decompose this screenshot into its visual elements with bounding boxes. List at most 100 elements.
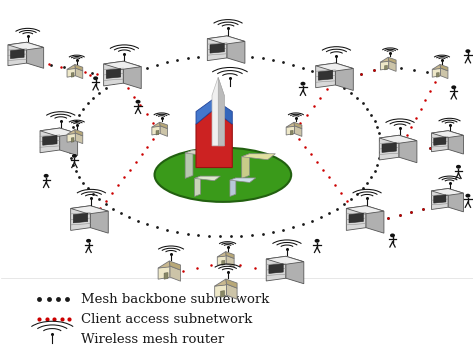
Polygon shape: [152, 122, 160, 127]
Polygon shape: [381, 57, 389, 62]
Polygon shape: [71, 138, 74, 142]
Polygon shape: [432, 64, 440, 70]
Polygon shape: [195, 176, 220, 181]
Polygon shape: [75, 68, 83, 79]
Polygon shape: [196, 99, 213, 124]
Polygon shape: [379, 135, 417, 143]
Polygon shape: [217, 256, 226, 265]
Text: Mesh backbone subnetwork: Mesh backbone subnetwork: [82, 293, 270, 306]
Polygon shape: [346, 206, 384, 214]
Polygon shape: [123, 61, 141, 89]
Polygon shape: [437, 72, 439, 77]
Polygon shape: [294, 122, 302, 128]
Polygon shape: [382, 143, 396, 153]
Polygon shape: [379, 135, 399, 160]
Polygon shape: [381, 61, 389, 70]
Polygon shape: [217, 252, 226, 257]
Polygon shape: [73, 213, 88, 223]
Polygon shape: [316, 63, 336, 88]
Polygon shape: [242, 154, 249, 178]
Polygon shape: [431, 131, 464, 138]
Polygon shape: [227, 36, 245, 63]
Polygon shape: [431, 189, 448, 210]
Polygon shape: [71, 72, 74, 77]
Polygon shape: [215, 279, 227, 286]
Polygon shape: [226, 256, 234, 267]
Polygon shape: [220, 291, 225, 297]
Polygon shape: [226, 279, 237, 288]
Polygon shape: [227, 284, 237, 299]
Polygon shape: [218, 77, 224, 146]
Polygon shape: [286, 256, 304, 284]
Polygon shape: [207, 36, 227, 61]
Polygon shape: [384, 66, 387, 70]
Circle shape: [465, 194, 470, 198]
Polygon shape: [290, 130, 293, 135]
Polygon shape: [266, 256, 304, 265]
Polygon shape: [106, 69, 121, 78]
Polygon shape: [27, 42, 44, 68]
Circle shape: [86, 239, 91, 243]
Polygon shape: [434, 195, 446, 203]
Polygon shape: [195, 176, 201, 197]
Polygon shape: [156, 130, 159, 135]
Polygon shape: [71, 206, 91, 230]
Polygon shape: [207, 36, 245, 44]
Polygon shape: [316, 63, 353, 71]
Polygon shape: [431, 131, 448, 152]
Polygon shape: [104, 61, 123, 86]
Polygon shape: [196, 110, 232, 167]
Polygon shape: [286, 122, 294, 127]
Polygon shape: [346, 206, 366, 230]
Polygon shape: [366, 206, 384, 233]
Text: Client access subnetwork: Client access subnetwork: [82, 313, 253, 326]
Polygon shape: [169, 261, 181, 270]
Circle shape: [301, 82, 305, 86]
Polygon shape: [67, 64, 75, 70]
Polygon shape: [349, 213, 364, 223]
Polygon shape: [185, 150, 219, 156]
Text: Wireless mesh router: Wireless mesh router: [82, 333, 225, 346]
Polygon shape: [440, 64, 448, 71]
Polygon shape: [104, 61, 141, 70]
Polygon shape: [286, 126, 294, 135]
Polygon shape: [158, 266, 170, 279]
Polygon shape: [40, 128, 78, 136]
Polygon shape: [185, 150, 193, 178]
Circle shape: [93, 76, 98, 80]
Polygon shape: [152, 126, 160, 135]
Polygon shape: [160, 122, 168, 128]
Circle shape: [44, 174, 49, 178]
Polygon shape: [294, 126, 302, 136]
Polygon shape: [212, 77, 224, 146]
Polygon shape: [158, 261, 170, 268]
Polygon shape: [448, 131, 464, 154]
Polygon shape: [10, 50, 24, 59]
Polygon shape: [242, 154, 275, 160]
Polygon shape: [389, 61, 396, 71]
Polygon shape: [431, 189, 464, 195]
Polygon shape: [213, 99, 232, 124]
Circle shape: [456, 165, 461, 169]
Circle shape: [136, 100, 141, 104]
Ellipse shape: [155, 148, 291, 202]
Polygon shape: [67, 68, 75, 77]
Polygon shape: [40, 128, 60, 153]
Polygon shape: [75, 64, 83, 71]
Polygon shape: [164, 273, 168, 279]
Polygon shape: [160, 126, 168, 136]
Polygon shape: [222, 260, 225, 265]
Polygon shape: [269, 264, 283, 273]
Polygon shape: [230, 178, 236, 197]
Circle shape: [72, 154, 77, 158]
Polygon shape: [170, 266, 181, 281]
Polygon shape: [399, 135, 417, 163]
Polygon shape: [388, 57, 396, 64]
Polygon shape: [8, 42, 44, 50]
Polygon shape: [71, 206, 108, 214]
Polygon shape: [67, 130, 75, 134]
Polygon shape: [266, 256, 286, 281]
Polygon shape: [8, 42, 27, 66]
Polygon shape: [75, 133, 83, 144]
Polygon shape: [60, 128, 78, 155]
